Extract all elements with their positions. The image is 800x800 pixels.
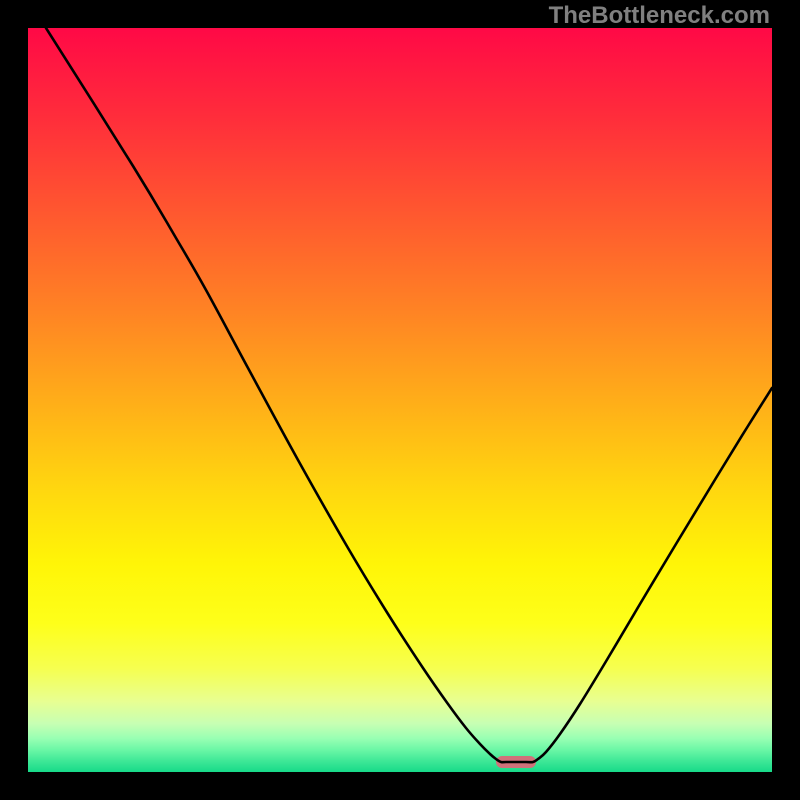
attribution-text: TheBottleneck.com [549, 2, 770, 30]
curve-layer [28, 28, 772, 772]
bottleneck-curve [46, 28, 772, 762]
plot-area [28, 28, 772, 772]
